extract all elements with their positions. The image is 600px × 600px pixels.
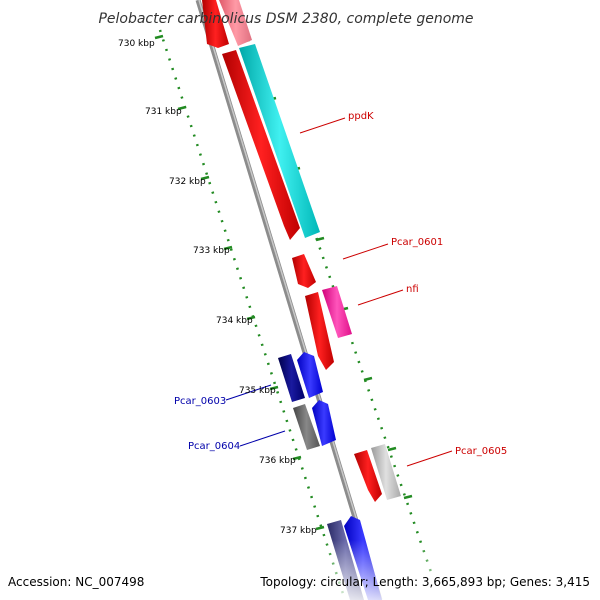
- gene-nfi-magenta[interactable]: [322, 286, 352, 338]
- gene-top-red[interactable]: [202, 0, 229, 48]
- gene-pcar-0603-navy[interactable]: [278, 354, 305, 402]
- gene-leader-lines: [225, 117, 453, 467]
- gene-label-ppdk: ppdK: [348, 111, 374, 122]
- gene-pcar-0604-grey[interactable]: [293, 404, 320, 450]
- scale-label-730: 730 kbp: [118, 39, 155, 49]
- gene-label-pcar-0604: Pcar_0604: [188, 441, 240, 452]
- gene-pcar-0601[interactable]: [292, 254, 316, 288]
- bottom-fade: [0, 540, 600, 600]
- scale-label-734: 734 kbp: [216, 316, 253, 326]
- scale-line-right: [243, 29, 434, 576]
- scale-label-737: 737 kbp: [280, 526, 317, 536]
- gene-label-pcar-0601: Pcar_0601: [391, 237, 443, 248]
- gene-pcar-0605-red[interactable]: [354, 450, 382, 502]
- gene-label-pcar-0603: Pcar_0603: [174, 396, 226, 407]
- gene-label-pcar-0605: Pcar_0605: [455, 446, 507, 457]
- accession-text: Accession: NC_007498: [8, 575, 144, 589]
- gene-ppdk-cyan[interactable]: [239, 44, 320, 238]
- genome-summary-text: Topology: circular; Length: 3,665,893 bp…: [259, 575, 590, 589]
- scale-label-732: 732 kbp: [169, 177, 206, 187]
- gene-pcar-0605-grey[interactable]: [371, 444, 401, 500]
- scale-label-733: 733 kbp: [193, 246, 230, 256]
- scale-label-736: 736 kbp: [259, 456, 296, 466]
- gene-top-pink[interactable]: [219, 0, 252, 46]
- scale-ticks-left: [154, 34, 325, 531]
- gene-label-nfi: nfi: [406, 284, 419, 295]
- gene-nfi-red[interactable]: [305, 292, 334, 370]
- genome-title: Pelobacter carbinolicus DSM 2380, comple…: [98, 11, 473, 27]
- scale-label-731: 731 kbp: [145, 107, 182, 117]
- gene-ppdk-red[interactable]: [222, 50, 300, 240]
- scale-label-735: 735 kbp: [239, 386, 276, 396]
- gene-pcar-0603-blue[interactable]: [297, 352, 323, 398]
- genome-backbone: [195, 0, 383, 600]
- gene-pcar-0604-blue[interactable]: [312, 400, 336, 446]
